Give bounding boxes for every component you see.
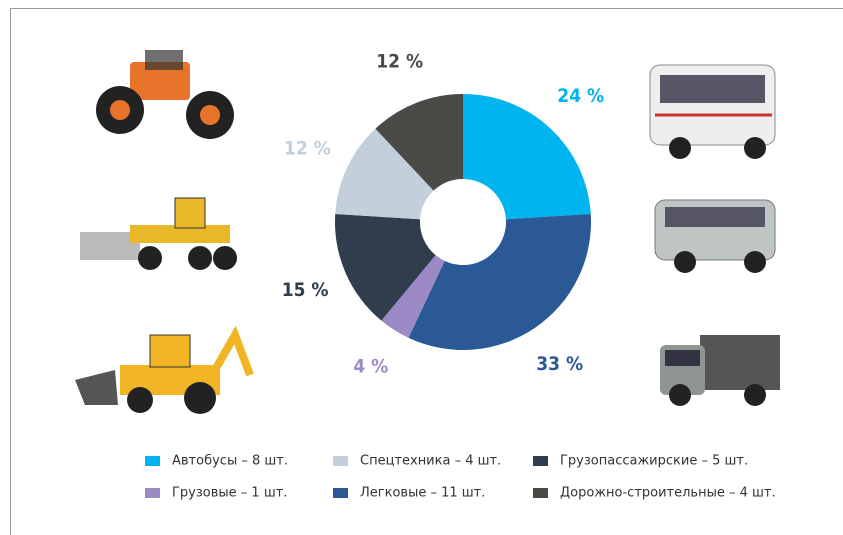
backhoe-image bbox=[75, 325, 254, 414]
legend-label: Спецтехника – 4 шт. bbox=[360, 454, 501, 469]
legend-label: Грузопассажирские – 5 шт. bbox=[560, 454, 748, 469]
truck-image bbox=[660, 335, 780, 406]
donut-slice bbox=[408, 213, 592, 350]
legend-label: Легковые – 11 шт. bbox=[360, 486, 485, 501]
legend-label: Грузовые – 1 шт. bbox=[172, 486, 287, 501]
legend-label: Автобусы – 8 шт. bbox=[172, 454, 288, 469]
legend-swatch bbox=[333, 488, 348, 498]
legend-swatch bbox=[145, 488, 160, 498]
legend-swatch bbox=[145, 456, 160, 466]
donut-slice bbox=[381, 255, 445, 338]
van-image bbox=[654, 199, 776, 273]
value-label: 15 % bbox=[282, 279, 329, 301]
value-label: 4 % bbox=[353, 356, 388, 378]
legend-swatch bbox=[533, 456, 548, 466]
tractor-image bbox=[96, 50, 234, 139]
donut-slice bbox=[334, 213, 436, 321]
donut-slice bbox=[375, 94, 463, 191]
grader-image bbox=[80, 197, 237, 270]
value-label: 12 % bbox=[284, 137, 331, 159]
legend-label: Дорожно-строительные – 4 шт. bbox=[560, 486, 776, 501]
legend-swatch bbox=[333, 456, 348, 466]
bus-image bbox=[649, 64, 776, 159]
value-label: 33 % bbox=[536, 353, 583, 375]
legend-swatch bbox=[533, 488, 548, 498]
donut-slice bbox=[463, 94, 591, 220]
value-label: 12 % bbox=[376, 51, 423, 73]
donut-slice bbox=[335, 128, 434, 220]
value-label: 24 % bbox=[557, 85, 604, 107]
